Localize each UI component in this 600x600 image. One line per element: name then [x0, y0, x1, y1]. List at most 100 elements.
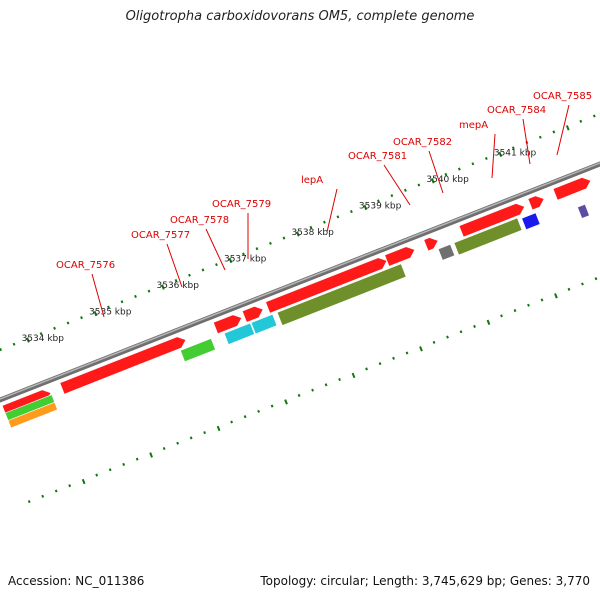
upper-tick-mark: [162, 447, 166, 451]
lower-tick-mark: [511, 146, 515, 150]
lower-tick-mark: [201, 268, 205, 272]
lower-tick-mark: [565, 125, 570, 131]
upper-tick-mark: [216, 425, 221, 432]
lower-tick-mark: [161, 284, 165, 290]
upper-tick-mark: [135, 457, 139, 461]
cds-arrow: [241, 306, 264, 323]
upper-tick-mark: [378, 362, 382, 366]
lower-tick-mark: [471, 162, 475, 166]
upper-tick-mark: [513, 309, 517, 313]
genome-summary-text: Topology: circular; Length: 3,745,629 bp…: [260, 574, 590, 588]
scale-label: 3538 kbp: [291, 228, 334, 238]
upper-tick-mark: [365, 367, 368, 371]
scale-label: 3539 kbp: [359, 201, 402, 211]
lower-tick-mark: [174, 279, 178, 283]
upper-tick-mark: [351, 372, 356, 379]
upper-tick-mark: [122, 462, 126, 466]
map-title: Oligotropha carboxidovorans OM5, complet…: [125, 9, 475, 24]
accession-text: Accession: NC_011386: [8, 574, 145, 588]
upper-tick-mark: [149, 452, 153, 458]
lower-tick-mark: [282, 236, 286, 240]
lower-tick-mark: [552, 130, 556, 134]
upper-tick-mark: [230, 420, 234, 424]
lower-tick-mark: [242, 252, 245, 256]
lower-tick-mark: [538, 135, 542, 139]
scale-label: 3541 kbp: [494, 148, 537, 158]
lower-tick-mark: [120, 300, 124, 304]
upper-tick-mark: [81, 478, 86, 485]
upper-tick-mark: [311, 388, 314, 392]
olive-feature: [276, 263, 407, 326]
lower-tick-mark: [255, 247, 259, 251]
lower-tick-mark: [323, 220, 326, 224]
gene-label: OCAR_7582: [393, 137, 452, 148]
upper-tick-mark: [324, 383, 328, 387]
blue-feature: [521, 212, 541, 230]
gene-label-leader: [205, 228, 226, 271]
gene-label: lepA: [301, 175, 323, 186]
upper-tick-mark: [432, 340, 436, 344]
upper-tick-mark: [392, 356, 395, 360]
lower-tick-mark: [147, 289, 151, 293]
gene-label: OCAR_7584: [487, 105, 546, 116]
cds-arrow: [458, 203, 526, 238]
gene-label: OCAR_7577: [131, 230, 190, 241]
gene-label: mepA: [459, 120, 488, 131]
lower-tick-mark: [107, 305, 110, 309]
gene-label: OCAR_7581: [348, 151, 407, 162]
lower-tick-mark: [430, 178, 435, 184]
upper-tick-mark: [405, 351, 409, 355]
gene-label-leader: [91, 273, 105, 318]
lower-tick-mark: [377, 199, 380, 203]
cds-arrow: [59, 336, 187, 395]
upper-tick-mark: [459, 330, 463, 334]
upper-tick-mark: [95, 473, 99, 477]
upper-tick-mark: [203, 431, 207, 435]
lower-tick-mark: [363, 204, 368, 211]
upper-tick-mark: [500, 314, 503, 318]
lower-tick-mark: [53, 326, 56, 330]
lower-tick-mark: [93, 310, 98, 317]
cds-arrow: [552, 177, 592, 201]
lower-tick-mark: [498, 151, 503, 158]
gene-label-leader: [428, 150, 444, 194]
upper-tick-mark: [540, 298, 544, 302]
upper-tick-mark: [567, 287, 571, 291]
lower-tick-mark: [309, 225, 313, 229]
upper-tick-mark: [54, 489, 58, 493]
upper-tick-mark: [446, 335, 449, 339]
backbone-line: [0, 161, 600, 403]
gene-label-leader: [326, 188, 338, 233]
scale-label: 3536 kbp: [157, 281, 200, 291]
lower-tick-mark: [457, 167, 461, 171]
lower-tick-mark: [592, 114, 596, 118]
gene-label: OCAR_7576: [56, 260, 115, 271]
cyan-feature: [250, 313, 278, 335]
upper-tick-mark: [338, 378, 341, 382]
scale-label: 3535 kbp: [89, 308, 132, 318]
upper-tick-mark: [419, 346, 423, 352]
upper-tick-mark: [41, 494, 45, 498]
grey-feature: [437, 244, 456, 261]
lower-tick-mark: [403, 188, 407, 192]
lower-tick-mark: [0, 348, 2, 352]
upper-tick-mark: [284, 399, 288, 405]
lower-tick-mark: [39, 332, 43, 336]
cds-arrow: [527, 195, 545, 211]
upper-tick-mark: [473, 324, 476, 328]
cds-arrow: [384, 246, 416, 267]
upper-tick-mark: [527, 303, 530, 307]
green-feature: [180, 338, 216, 363]
lower-tick-mark: [80, 316, 83, 320]
backbone-highlight: [0, 162, 600, 400]
lower-tick-mark: [228, 257, 233, 264]
gene-label: OCAR_7585: [533, 91, 592, 102]
lower-tick-mark: [134, 294, 137, 298]
upper-tick-mark: [257, 409, 261, 413]
upper-tick-mark: [581, 282, 584, 286]
gene-label-leader: [522, 118, 531, 165]
purple-feature: [577, 203, 590, 219]
cyan-feature: [223, 322, 255, 345]
